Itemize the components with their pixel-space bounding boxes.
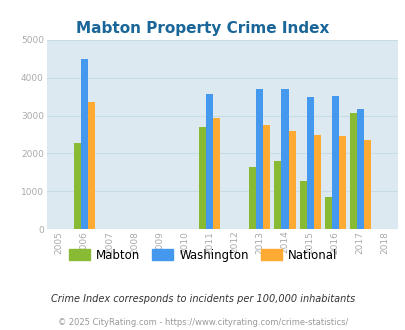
Bar — [81, 59, 87, 229]
Bar — [331, 96, 338, 229]
Bar — [274, 161, 281, 229]
Bar — [87, 102, 95, 229]
Bar — [324, 197, 331, 229]
Bar — [199, 127, 206, 229]
Bar — [356, 109, 363, 229]
Legend: Mabton, Washington, National: Mabton, Washington, National — [64, 244, 341, 266]
Bar — [249, 167, 256, 229]
Text: Mabton Property Crime Index: Mabton Property Crime Index — [76, 21, 329, 36]
Bar — [281, 89, 288, 229]
Bar — [288, 131, 295, 229]
Bar — [306, 97, 313, 229]
Bar — [338, 136, 345, 229]
Bar — [206, 94, 213, 229]
Bar — [363, 140, 370, 229]
Bar — [213, 118, 220, 229]
Bar — [256, 89, 263, 229]
Bar — [299, 181, 306, 229]
Bar — [74, 143, 81, 229]
Text: Crime Index corresponds to incidents per 100,000 inhabitants: Crime Index corresponds to incidents per… — [51, 294, 354, 304]
Bar — [263, 125, 270, 229]
Bar — [349, 113, 356, 229]
Text: © 2025 CityRating.com - https://www.cityrating.com/crime-statistics/: © 2025 CityRating.com - https://www.city… — [58, 318, 347, 327]
Bar — [313, 135, 320, 229]
